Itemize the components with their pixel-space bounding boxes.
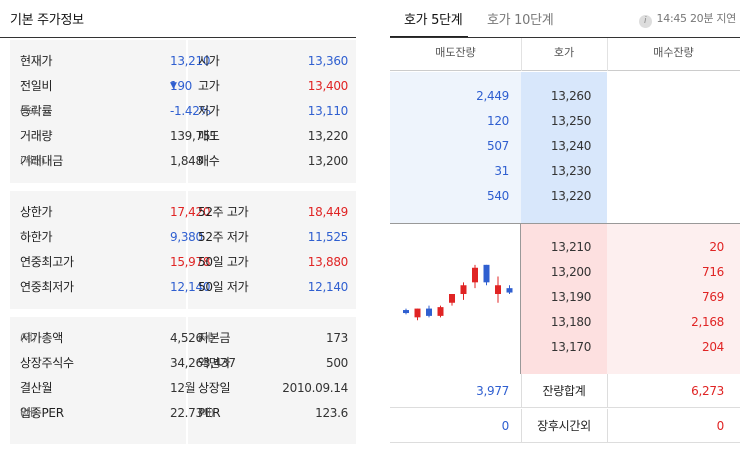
summary-ask-value: 0 <box>501 419 510 433</box>
info-value: 123.6 <box>315 406 348 420</box>
range-section: 상한가 17,420 52주 고가 18,449 하한가 9,380 52주 저가 11,52… <box>10 191 356 309</box>
bid-quantity: 20 <box>709 240 724 254</box>
ask-quantity: 31 <box>494 164 509 178</box>
info-row: 상장주식수 34,263,437 액면가 500 <box>10 351 356 376</box>
candle <box>426 305 432 318</box>
info-row: 등락률 (%) -1.42% 저가 13,110 <box>10 99 356 124</box>
bid-price: 13,170 <box>550 340 592 354</box>
candle <box>449 294 455 306</box>
ask-row[interactable]: 507 13,240 <box>390 134 740 159</box>
info-row: 현재가 13,210 시가 13,360 <box>10 49 356 74</box>
info-row: 거래대금 (백만) 1,848 매수 13,200 <box>10 149 356 174</box>
summary-bid-value: 0 <box>716 419 725 433</box>
ask-row[interactable]: 540 13,220 <box>390 184 740 209</box>
ask-price: 13,220 <box>550 189 592 203</box>
bid-row[interactable]: 13,180 2,168 <box>390 310 740 335</box>
ask-row[interactable]: 31 13,230 <box>390 159 740 184</box>
bid-quantity: 2,168 <box>691 315 724 329</box>
info-value: 12,140 <box>307 280 349 294</box>
summary-label: 잔량합계 <box>542 384 586 398</box>
info-row: 전일비 ▼ 190 고가 13,400 <box>10 74 356 99</box>
panel-title: 기본 주가정보 <box>10 13 84 28</box>
info-value: 500 <box>325 356 348 370</box>
bid-quantity: 204 <box>701 340 724 354</box>
bid-row[interactable]: 13,170 204 <box>390 335 740 360</box>
ask-levels: 2,449 13,260 120 13,250 507 13,240 31 13,230 540… <box>390 72 740 223</box>
ask-price: 13,240 <box>550 139 592 153</box>
info-row: 상한가 17,420 52주 고가 18,449 <box>10 200 356 225</box>
basic-stock-info-panel: 기본 주가정보 현재가 13,210 시가 13,360 전일비 ▼ 190 고가 13,400… <box>0 0 356 452</box>
candle <box>437 305 444 318</box>
intraday-candle-chart <box>390 224 521 374</box>
bid-price: 13,210 <box>550 240 592 254</box>
candle <box>460 282 467 300</box>
info-icon[interactable]: i <box>638 15 652 28</box>
ask-quantity: 540 <box>486 189 509 203</box>
order-book-panel: 호가 5단계 호가 10단계 i 14:45 20분 지연 매도잔량 호가 매수잔… <box>390 0 740 452</box>
candle <box>483 264 490 286</box>
info-value: 11,525 <box>307 230 349 244</box>
candle <box>403 308 409 315</box>
order-book-header: 매도잔량 호가 매수잔량 <box>390 38 740 71</box>
summary-ask-value: 3,977 <box>476 384 509 398</box>
tab-10-levels[interactable]: 호가 10단계 <box>487 13 554 28</box>
header-bid-qty: 매수잔량 <box>653 46 694 59</box>
bid-price: 13,190 <box>550 290 592 304</box>
ask-quantity: 120 <box>486 114 509 128</box>
tab-5-levels[interactable]: 호가 5단계 <box>404 13 463 28</box>
header-price: 호가 <box>553 46 575 59</box>
candle <box>472 264 478 289</box>
info-row: 연중최고가 15,978 50일 고가 13,880 <box>10 250 356 275</box>
candle-chart-svg <box>403 264 513 321</box>
bid-price: 13,200 <box>550 265 592 279</box>
ask-quantity: 507 <box>486 139 509 153</box>
header-ask-qty: 매도잔량 <box>435 46 476 59</box>
bid-quantity: 716 <box>701 265 724 279</box>
summary-bid-value: 6,273 <box>691 384 724 398</box>
info-row: 시가총액 (억) 4,526 자본금 (억) 173 <box>10 326 356 351</box>
candle <box>506 285 513 294</box>
info-row: 거래량 139,751 매도 13,220 <box>10 124 356 149</box>
bid-row[interactable]: 13,210 20 <box>390 235 740 260</box>
info-value: 13,220 <box>307 129 349 143</box>
ask-price: 13,230 <box>550 164 592 178</box>
info-value: 18,449 <box>307 205 349 219</box>
bid-row[interactable]: 13,200 716 <box>390 260 740 285</box>
bid-levels: 13,210 20 13,200 716 13,190 769 13,180 2,168 13,… <box>390 223 740 374</box>
company-section: 시가총액 (억) 4,526 자본금 (억) 173 상장주식수 34,263,437 액면가 5… <box>10 317 356 444</box>
summary-row: 3,977 잔량합계 6,273 <box>390 374 740 408</box>
summary-row: 0 장후시간외 0 <box>390 409 740 443</box>
info-value: 173 <box>325 331 348 345</box>
bid-price: 13,180 <box>550 315 592 329</box>
info-row: 업종PER (배) 22.73 PER (배) 123.6 <box>10 401 356 426</box>
info-row: 연중최저가 12,140 50일 저가 12,140 <box>10 275 356 300</box>
info-value: 2010.09.14 <box>282 381 348 395</box>
delay-notice: i 14:45 20분 지연 <box>638 10 737 28</box>
info-row: 하한가 9,380 52주 저가 11,525 <box>10 225 356 250</box>
bid-quantity: 769 <box>701 290 724 304</box>
info-value: 13,880 <box>307 255 349 269</box>
summary-label: 장후시간외 <box>537 419 591 433</box>
ask-price: 13,260 <box>550 89 592 103</box>
price-section: 현재가 13,210 시가 13,360 전일비 ▼ 190 고가 13,400 등락률 (%) -1… <box>10 40 356 183</box>
title-divider <box>0 37 356 38</box>
info-value: 13,110 <box>307 104 349 118</box>
ask-quantity: 2,449 <box>476 89 509 103</box>
down-triangle-icon: ▼ <box>170 81 177 91</box>
info-row: 결산월 12월 상장일 2010.09.14 <box>10 376 356 401</box>
info-value: 13,360 <box>307 54 349 68</box>
delay-text: 14:45 20분 지연 <box>656 12 737 25</box>
info-value: 13,200 <box>307 154 349 168</box>
ask-price: 13,250 <box>550 114 592 128</box>
candle <box>414 308 421 321</box>
order-book-tabs: 호가 5단계 호가 10단계 i 14:45 20분 지연 <box>390 0 740 38</box>
bid-row[interactable]: 13,190 769 <box>390 285 740 310</box>
ask-row[interactable]: 2,449 13,260 <box>390 84 740 109</box>
ask-row[interactable]: 120 13,250 <box>390 109 740 134</box>
tabs-divider <box>390 37 740 38</box>
candle <box>495 276 501 303</box>
info-value: 13,400 <box>307 79 349 93</box>
